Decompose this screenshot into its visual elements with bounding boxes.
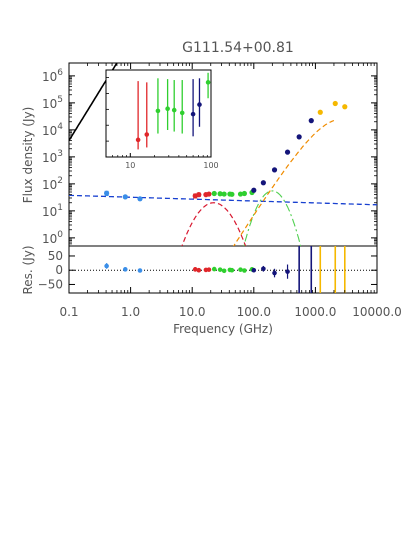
data-point [296,134,302,140]
y-tick-label: 105 [42,95,63,111]
residual-point [217,267,223,272]
residual-point [122,267,128,272]
inset-plot-content [106,0,211,150]
data-point [122,194,128,200]
inset-data-point [205,80,211,85]
data-point [237,191,244,197]
y-tick-label: 102 [42,176,63,192]
y-axis-ticks: 100 101 102 103 104 105 106 [42,68,377,247]
y-tick-label: 106 [42,68,63,84]
residual-point [272,270,277,276]
inset-x-tick-label: 100 [203,161,218,170]
x-tick-label: 1.0 [121,305,140,319]
chart-title: G111.54+00.81 [182,40,294,56]
main-plot-content [69,63,377,246]
inset-data-point [135,137,141,143]
inset-data-point [190,111,196,117]
y-tick-label: 104 [42,122,63,138]
inset-data-point [179,110,185,116]
data-point [211,190,217,197]
y-tick-label: 101 [42,203,63,219]
ame-component-2-line [243,190,302,246]
inset-x-tick-label: 10 [125,161,135,170]
residual-point [251,267,257,273]
synchrotron-component-line [69,194,377,206]
y-axis-label: Flux density (Jy) [21,107,35,204]
residual-point [104,263,109,269]
residual-axis-label: Res. (Jy) [21,245,35,294]
thermal-component-line [232,119,335,246]
data-point [104,190,110,196]
residual-point [196,267,202,273]
data-point [317,109,323,115]
data-point [332,100,338,107]
data-point [221,191,227,197]
data-point [271,167,278,173]
data-point [196,192,202,198]
inset-model-line [106,0,211,16]
data-point [284,149,291,155]
residual-point [206,267,212,272]
inset-data-point [165,106,170,111]
residual-point [285,269,290,274]
x-tick-label: 0.1 [59,305,78,319]
residual-tick-label: −50 [38,277,63,291]
data-point [308,118,314,124]
data-point [217,191,223,197]
residual-point [211,266,217,272]
residual-point [229,267,235,273]
ame-component-1-line [181,202,247,246]
data-point [260,180,266,186]
inset-data-point [197,102,202,107]
inset-data-point [171,107,177,113]
residual-point [192,267,198,272]
residual-point [221,268,227,274]
residual-point [238,267,243,272]
x-tick-label: 100.0 [237,305,271,319]
residual-tick-label: 0 [55,263,63,277]
x-axis-ticks: 0.1 1.0 10.0 100.0 1000.0 10000.0 [59,63,402,319]
residual-plot-content [69,246,377,293]
x-tick-label: 10000.0 [352,305,402,319]
residual-point [261,266,266,272]
x-axis-label: Frequency (GHz) [173,322,273,336]
residual-point [242,268,247,273]
residual-plot-frame [68,245,378,294]
x-tick-label: 10.0 [179,305,206,319]
inset-data-point [144,132,150,137]
inset-plot: 10 100 [105,0,219,170]
data-point [137,196,143,202]
residual-point [137,268,143,273]
x-tick-label: 1000.0 [294,305,336,319]
data-point [229,191,235,197]
data-point [241,190,248,197]
inset-data-point [155,108,161,114]
y-tick-label: 103 [42,149,63,165]
residual-axis-ticks: 500−50 [38,249,377,291]
residual-tick-label: 50 [48,249,63,263]
data-point [251,187,257,193]
y-tick-label: 100 [42,230,63,246]
data-point [342,104,348,110]
data-point [206,191,212,197]
